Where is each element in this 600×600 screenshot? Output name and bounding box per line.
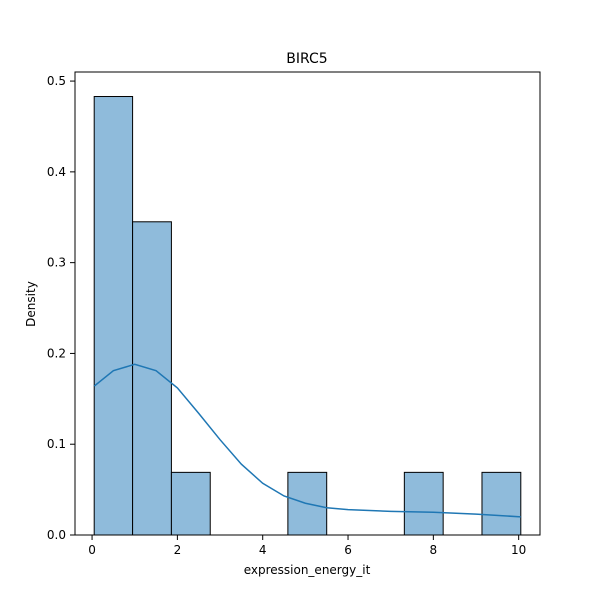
x-axis-ticks: 0 2 4 6 8 10 (88, 535, 526, 557)
x-tick-label: 2 (174, 543, 182, 557)
x-tick-label: 4 (259, 543, 267, 557)
x-tick-label: 10 (511, 543, 526, 557)
x-tick-label: 8 (430, 543, 438, 557)
histogram-bar (403, 471, 444, 536)
histogram-bar (481, 471, 522, 536)
y-tick-label: 0.1 (47, 437, 66, 451)
x-tick-label: 0 (88, 543, 96, 557)
histogram-bars (93, 96, 522, 536)
y-tick-label: 0.4 (47, 165, 66, 179)
x-axis-label: expression_energy_it (244, 563, 371, 577)
y-tick-label: 0.2 (47, 346, 66, 360)
y-axis-ticks: 0.0 0.1 0.2 0.3 0.4 0.5 (47, 74, 75, 542)
plot-area-frame (74, 71, 541, 536)
y-tick-label: 0.3 (47, 256, 66, 270)
y-axis-label: Density (24, 281, 38, 327)
histogram-bar (170, 471, 211, 536)
chart-title: BIRC5 (286, 51, 327, 67)
x-tick-label: 6 (344, 543, 352, 557)
y-tick-label: 0.0 (47, 528, 66, 542)
y-tick-label: 0.5 (47, 74, 66, 88)
histogram-bar (93, 96, 134, 536)
kde-density-line (93, 363, 521, 518)
